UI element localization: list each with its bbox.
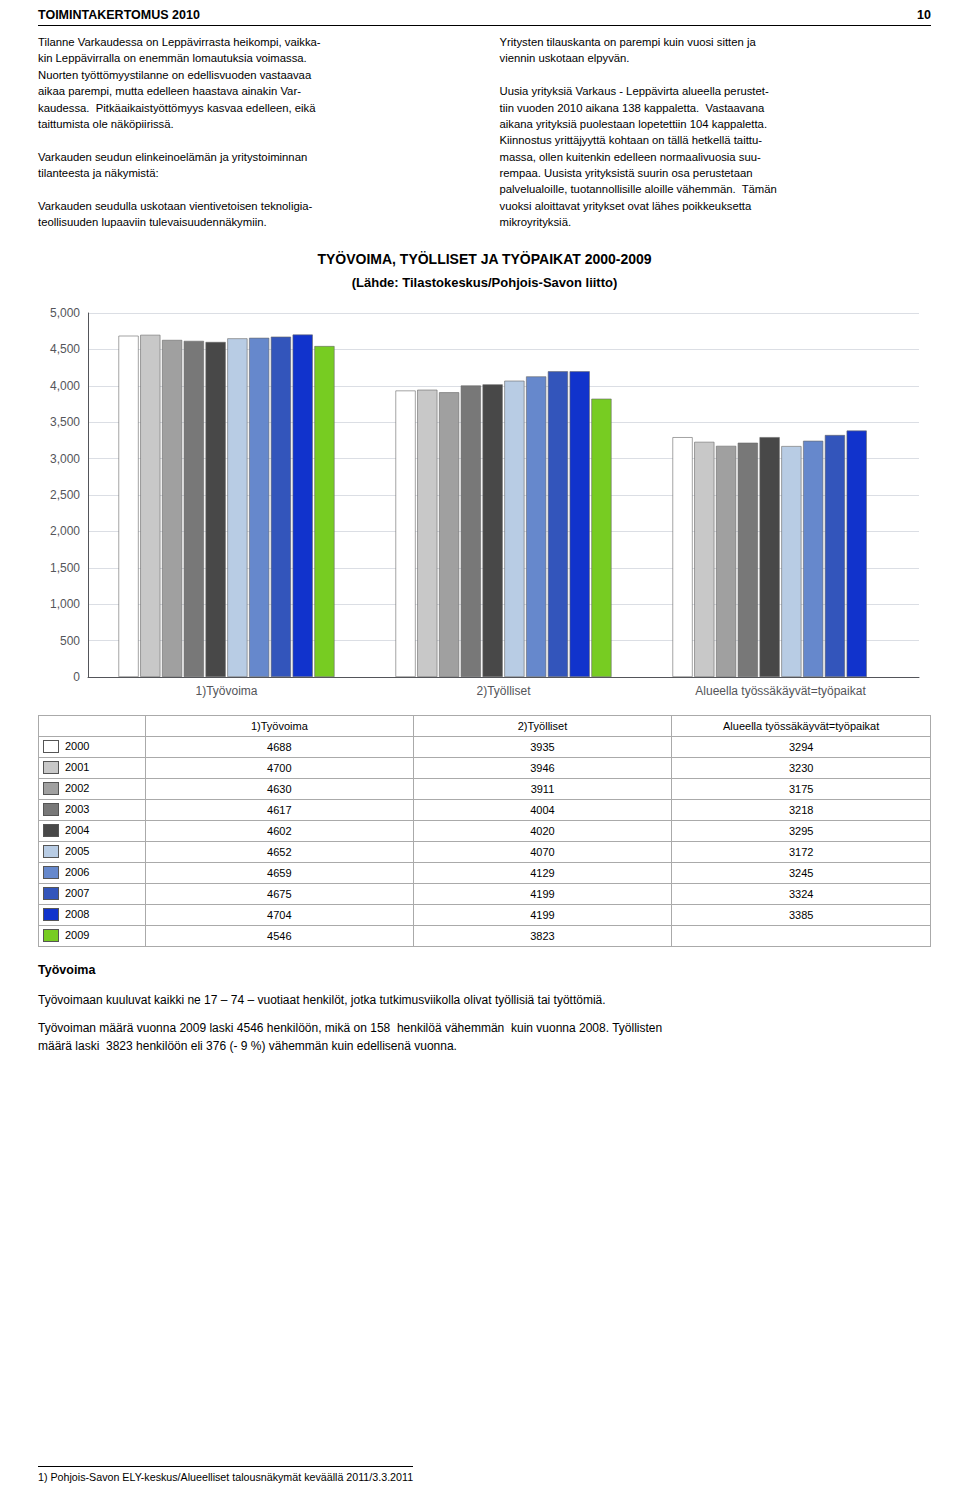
html-text:4546: 4546 xyxy=(267,929,292,942)
html-text:2008: 2008 xyxy=(65,907,90,920)
svg-text:1)Työvoima: 1)Työvoima xyxy=(195,684,257,698)
html-text:4617: 4617 xyxy=(267,803,292,816)
html-text:2005: 2005 xyxy=(65,844,90,857)
svg-text:Alueella työssäkäyvät=työpaika: Alueella työssäkäyvät=työpaikat xyxy=(695,684,866,698)
html-text:4004: 4004 xyxy=(530,803,555,816)
html-text:4700: 4700 xyxy=(267,761,292,774)
html-text:2004: 2004 xyxy=(65,823,90,836)
html-text:1) Pohjois-Savon ELY-keskus/Al: 1) Pohjois-Savon ELY-keskus/Alueelliset … xyxy=(38,1471,414,1483)
svg-text:1,500: 1,500 xyxy=(50,560,80,574)
html-text:Alueella työssäkäyvät=työpaika: Alueella työssäkäyvät=työpaikat xyxy=(723,719,880,732)
svg-text:3,500: 3,500 xyxy=(50,415,80,429)
html-text:3385: 3385 xyxy=(788,908,814,921)
html-text:Tilanne Varkaudessa on Leppävi: Tilanne Varkaudessa on Leppävirrasta hei… xyxy=(38,36,321,229)
html-text:2007: 2007 xyxy=(65,886,90,899)
html-text:3218: 3218 xyxy=(788,803,814,816)
html-text:Yritysten tilauskanta on parem: Yritysten tilauskanta on parempi kuin vu… xyxy=(499,36,777,229)
svg-text:4,500: 4,500 xyxy=(50,342,80,356)
html-text:2003: 2003 xyxy=(65,802,90,815)
html-text:Työvoima: Työvoima xyxy=(38,962,96,977)
html-text:3294: 3294 xyxy=(788,740,814,753)
html-text:2006: 2006 xyxy=(65,865,90,878)
svg-text:1,000: 1,000 xyxy=(50,597,80,611)
svg-text:0: 0 xyxy=(73,670,80,684)
html-text:4602: 4602 xyxy=(267,824,292,837)
html-text:1)Työvoima: 1)Työvoima xyxy=(250,719,308,732)
html-text:3324: 3324 xyxy=(788,887,814,900)
html-text:3175: 3175 xyxy=(788,782,814,795)
html-text:3911: 3911 xyxy=(530,782,555,795)
html-text:Työvoiman määrä vuonna 2009 la: Työvoiman määrä vuonna 2009 laski 4546 h… xyxy=(38,1020,663,1053)
html-text:10: 10 xyxy=(917,8,931,22)
html-text:4199: 4199 xyxy=(530,908,555,921)
html-text:2000: 2000 xyxy=(65,739,90,752)
html-text:4675: 4675 xyxy=(267,887,292,900)
html-text:3823: 3823 xyxy=(530,929,555,942)
html-text:2009: 2009 xyxy=(65,928,90,941)
svg-text:2)Työlliset: 2)Työlliset xyxy=(476,684,531,698)
html-text:4652: 4652 xyxy=(267,845,292,858)
html-text:2001: 2001 xyxy=(65,760,90,773)
svg-text:TYÖVOIMA, TYÖLLISET JA TYÖPAIK: TYÖVOIMA, TYÖLLISET JA TYÖPAIKAT 2000-20… xyxy=(317,251,651,267)
svg-text:500: 500 xyxy=(60,633,80,647)
html-text:4630: 4630 xyxy=(267,782,292,795)
html-text:3245: 3245 xyxy=(788,866,814,879)
html-text:2)Työlliset: 2)Työlliset xyxy=(517,719,568,732)
html-text:4704: 4704 xyxy=(267,908,292,921)
html-text:3946: 3946 xyxy=(530,761,555,774)
html-text:3230: 3230 xyxy=(788,761,814,774)
svg-text:3,000: 3,000 xyxy=(50,451,80,465)
svg-text:4,000: 4,000 xyxy=(50,378,80,392)
html-text:Työvoimaan kuuluvat kaikki ne: Työvoimaan kuuluvat kaikki ne 17 – 74 – … xyxy=(38,992,606,1007)
html-text:2002: 2002 xyxy=(65,781,90,794)
svg-text:(Lähde: Tilastokeskus/Pohjois-: (Lähde: Tilastokeskus/Pohjois-Savon liit… xyxy=(352,275,618,290)
html-text:4659: 4659 xyxy=(267,866,292,879)
html-text:3295: 3295 xyxy=(788,824,814,837)
html-text:3172: 3172 xyxy=(788,845,814,858)
html-text:TOIMINTAKERTOMUS 2010: TOIMINTAKERTOMUS 2010 xyxy=(38,8,200,22)
html-text:4020: 4020 xyxy=(530,824,555,837)
html-text:4199: 4199 xyxy=(530,887,555,900)
html-text:4070: 4070 xyxy=(530,845,555,858)
svg-text:5,000: 5,000 xyxy=(50,306,80,320)
svg-text:2,000: 2,000 xyxy=(50,524,80,538)
html-text:3935: 3935 xyxy=(530,740,555,753)
svg-text:2,500: 2,500 xyxy=(50,488,80,502)
html-text:4129: 4129 xyxy=(530,866,555,879)
html-text:4688: 4688 xyxy=(267,740,292,753)
